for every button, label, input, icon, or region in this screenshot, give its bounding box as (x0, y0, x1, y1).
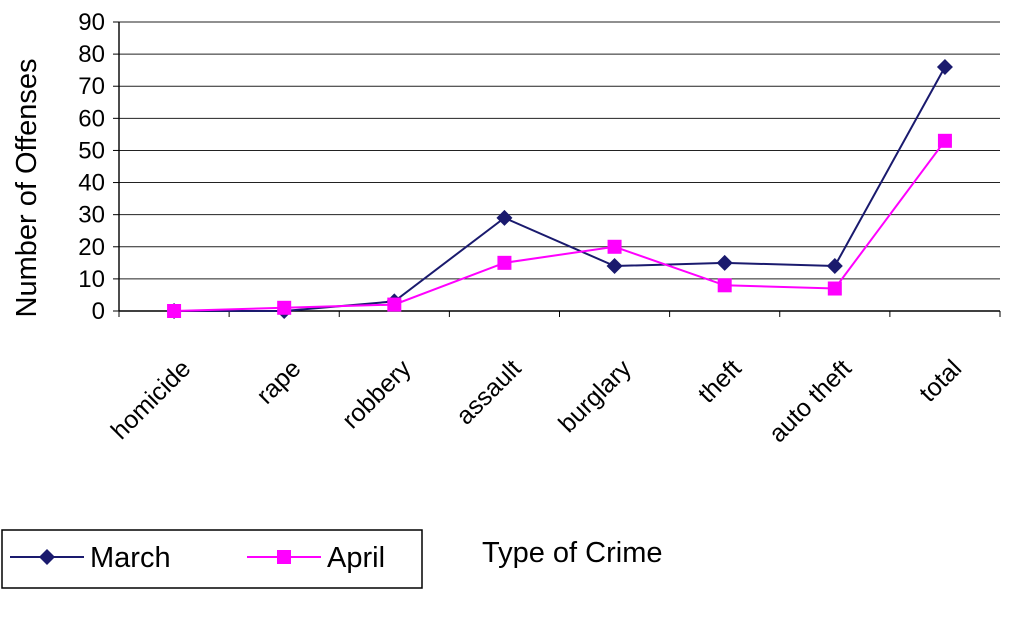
data-point (496, 209, 513, 226)
y-axis-title: Number of Offenses (11, 59, 43, 318)
y-tick-label: 40 (78, 170, 105, 197)
data-point (607, 239, 622, 254)
series-lines (166, 58, 953, 319)
data-point (277, 300, 292, 315)
category-labels: homicide rape robbery assault burglary theft a… (106, 354, 967, 448)
x-tick-marks (118, 311, 1001, 317)
y-tick-label: 10 (78, 266, 105, 293)
y-tick-label: 50 (78, 137, 105, 164)
legend-marker (39, 549, 55, 565)
series-line (174, 140, 946, 312)
y-tick-label: 90 (78, 9, 105, 36)
data-point (497, 255, 512, 270)
series-line (174, 66, 946, 312)
legend: March April (1, 529, 423, 589)
legend-box (1, 529, 423, 589)
category-label: burglary (553, 354, 637, 438)
legend-label: April (327, 542, 385, 574)
gridlines (113, 21, 1000, 312)
y-tick-label: 70 (78, 73, 105, 100)
y-tick-label: 60 (78, 105, 105, 132)
data-point (716, 254, 733, 271)
data-point (606, 258, 623, 275)
category-label: assault (451, 354, 527, 430)
category-label: theft (693, 354, 747, 408)
y-tick-labels: 0 10 20 30 40 50 60 70 80 90 (78, 9, 105, 325)
category-label: robbery (337, 354, 417, 434)
legend-marker (277, 550, 291, 564)
category-label: rape (251, 354, 306, 409)
data-point (827, 281, 842, 296)
data-point (167, 304, 182, 318)
category-label: homicide (106, 354, 197, 445)
series-april (167, 133, 952, 318)
data-point (826, 258, 843, 275)
category-label: total (914, 354, 967, 407)
legend-label: March (90, 542, 171, 574)
y-tick-label: 80 (78, 41, 105, 68)
y-tick-label: 0 (92, 298, 105, 325)
data-point (936, 58, 953, 75)
data-point (717, 278, 732, 293)
y-tick-label: 20 (78, 234, 105, 261)
x-axis-title: Type of Crime (482, 537, 663, 569)
series-march (166, 58, 953, 319)
data-point (937, 133, 952, 148)
data-point (387, 297, 402, 312)
y-tick-label: 30 (78, 202, 105, 229)
category-label: auto theft (764, 354, 858, 448)
